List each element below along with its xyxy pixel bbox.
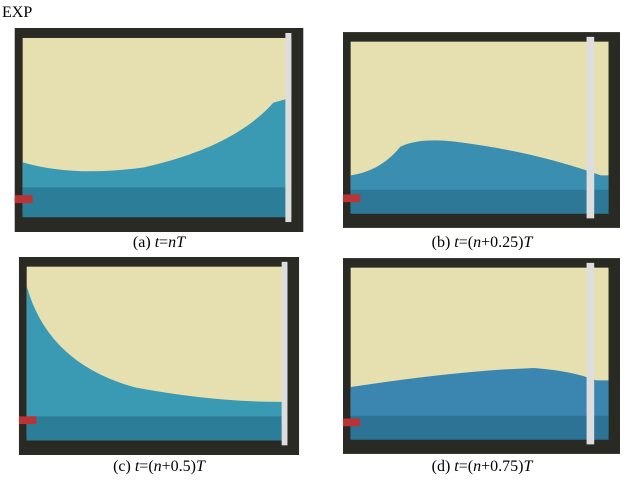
caption-part: +0.25) (481, 234, 523, 251)
caption-part: (b) (432, 234, 455, 251)
caption-part: =( (139, 458, 153, 475)
caption-part: n (154, 458, 162, 475)
photo-d (343, 257, 620, 455)
caption-part: +0.5) (162, 458, 196, 475)
photo-c (13, 257, 305, 455)
caption-b: (b) t=(n+0.25)T (332, 234, 631, 252)
caption-d: (d) t=(n+0.75)T (332, 458, 631, 476)
caption-part: =( (459, 234, 473, 251)
caption-part: T (523, 458, 532, 475)
caption-part: T (196, 458, 205, 475)
figure: EXP (a) t=nT (b) t=(n+0.25)T (c) t=(n+0.… (0, 0, 631, 481)
caption-a: (a) t=nT (9, 234, 309, 252)
caption-part: T (523, 234, 532, 251)
photo-b (343, 28, 620, 232)
caption-part: nT (168, 234, 185, 251)
caption-part: n (473, 458, 481, 475)
caption-part: (c) (113, 458, 135, 475)
caption-part: +0.75) (481, 458, 523, 475)
figure-label: EXP (2, 4, 32, 22)
caption-part: =( (459, 458, 473, 475)
photo-a (13, 28, 305, 232)
caption-part: = (159, 234, 168, 251)
caption-part: (a) (133, 234, 155, 251)
caption-part: (d) (432, 458, 455, 475)
caption-c: (c) t=(n+0.5)T (9, 458, 309, 476)
caption-part: n (473, 234, 481, 251)
